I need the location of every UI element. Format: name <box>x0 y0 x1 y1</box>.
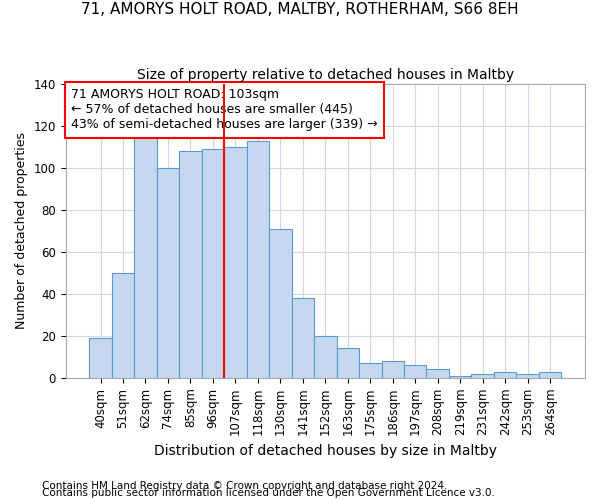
Y-axis label: Number of detached properties: Number of detached properties <box>15 132 28 330</box>
Bar <box>427 370 449 378</box>
Bar <box>224 147 247 378</box>
Bar <box>157 168 179 378</box>
Text: Contains HM Land Registry data © Crown copyright and database right 2024.: Contains HM Land Registry data © Crown c… <box>42 481 448 491</box>
X-axis label: Distribution of detached houses by size in Maltby: Distribution of detached houses by size … <box>154 444 497 458</box>
Bar <box>89 338 112 378</box>
Bar <box>539 372 562 378</box>
Bar <box>112 273 134 378</box>
Bar <box>494 372 517 378</box>
Title: Size of property relative to detached houses in Maltby: Size of property relative to detached ho… <box>137 68 514 82</box>
Bar <box>359 363 382 378</box>
Text: 71 AMORYS HOLT ROAD: 103sqm
← 57% of detached houses are smaller (445)
43% of se: 71 AMORYS HOLT ROAD: 103sqm ← 57% of det… <box>71 88 377 132</box>
Bar <box>247 140 269 378</box>
Bar <box>404 365 427 378</box>
Bar <box>314 336 337 378</box>
Bar <box>179 151 202 378</box>
Bar <box>517 374 539 378</box>
Text: 71, AMORYS HOLT ROAD, MALTBY, ROTHERHAM, S66 8EH: 71, AMORYS HOLT ROAD, MALTBY, ROTHERHAM,… <box>81 2 519 18</box>
Bar <box>202 149 224 378</box>
Bar <box>472 374 494 378</box>
Bar <box>292 298 314 378</box>
Text: Contains public sector information licensed under the Open Government Licence v3: Contains public sector information licen… <box>42 488 495 498</box>
Bar <box>269 229 292 378</box>
Bar <box>337 348 359 378</box>
Bar <box>449 376 472 378</box>
Bar <box>134 130 157 378</box>
Bar <box>382 361 404 378</box>
